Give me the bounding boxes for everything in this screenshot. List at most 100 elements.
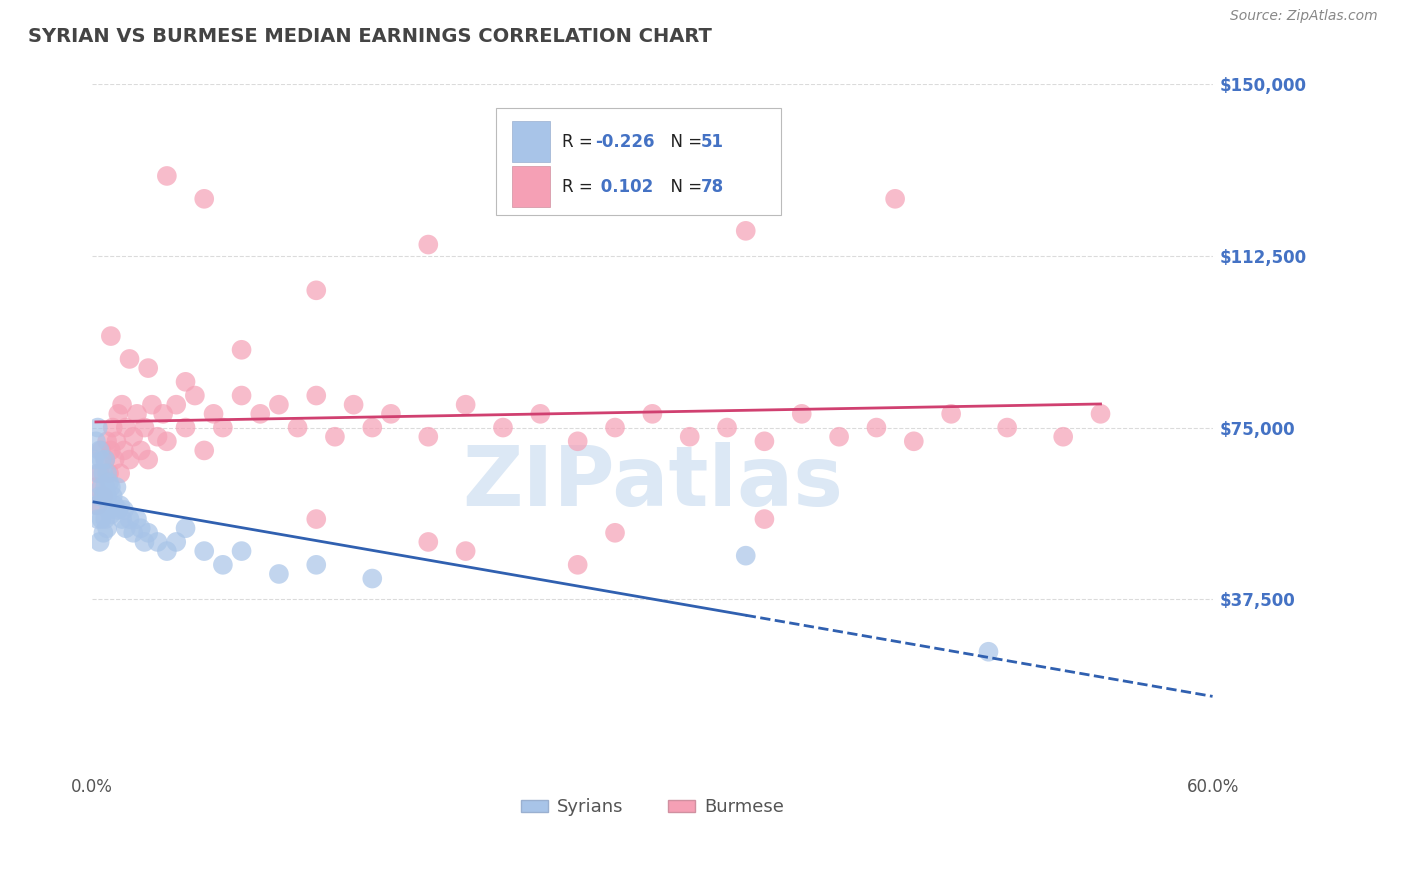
Point: [152, 407, 174, 421]
Point: [129, 443, 152, 458]
Point: [118, 512, 141, 526]
Point: [492, 420, 515, 434]
Text: R =: R =: [561, 133, 598, 151]
Point: [903, 434, 925, 449]
Point: [305, 512, 328, 526]
Point: [118, 351, 141, 366]
Point: [89, 535, 111, 549]
Point: [165, 535, 187, 549]
Point: [212, 420, 235, 434]
Point: [202, 407, 225, 421]
FancyBboxPatch shape: [495, 109, 782, 215]
Point: [94, 512, 117, 526]
Point: [87, 420, 110, 434]
Point: [103, 452, 125, 467]
Point: [716, 420, 738, 434]
Point: [87, 512, 110, 526]
Point: [380, 407, 402, 421]
Point: [156, 169, 179, 183]
Point: [83, 452, 105, 467]
Point: [93, 489, 115, 503]
Point: [103, 499, 125, 513]
Point: [454, 398, 477, 412]
Point: [89, 467, 111, 481]
Point: [96, 467, 118, 481]
Point: [89, 489, 111, 503]
Point: [995, 420, 1018, 434]
Point: [174, 521, 197, 535]
Text: ZIPatlas: ZIPatlas: [463, 442, 842, 523]
Point: [361, 420, 384, 434]
Point: [1090, 407, 1112, 421]
Point: [100, 480, 122, 494]
Point: [93, 489, 115, 503]
Point: [141, 398, 163, 412]
Point: [454, 544, 477, 558]
Point: [93, 525, 115, 540]
Point: [305, 388, 328, 402]
Point: [977, 645, 1000, 659]
Point: [114, 521, 136, 535]
Text: SYRIAN VS BURMESE MEDIAN EARNINGS CORRELATION CHART: SYRIAN VS BURMESE MEDIAN EARNINGS CORREL…: [28, 27, 711, 45]
Legend: Syrians, Burmese: Syrians, Burmese: [513, 791, 792, 823]
Point: [548, 169, 571, 183]
Point: [174, 375, 197, 389]
Point: [323, 430, 346, 444]
Point: [146, 535, 169, 549]
Point: [136, 452, 159, 467]
Point: [418, 430, 440, 444]
Point: [111, 398, 134, 412]
Text: 78: 78: [700, 178, 724, 195]
Point: [156, 434, 179, 449]
Point: [100, 443, 122, 458]
Point: [418, 237, 440, 252]
Text: 0.102: 0.102: [595, 178, 654, 195]
Point: [249, 407, 271, 421]
Point: [134, 535, 156, 549]
Point: [112, 503, 135, 517]
Text: R =: R =: [561, 178, 598, 195]
Point: [156, 544, 179, 558]
Point: [754, 434, 776, 449]
Point: [734, 549, 756, 563]
Point: [361, 572, 384, 586]
Point: [96, 489, 118, 503]
Text: N =: N =: [661, 178, 707, 195]
Point: [111, 512, 134, 526]
Point: [100, 329, 122, 343]
FancyBboxPatch shape: [512, 166, 550, 207]
Point: [98, 475, 121, 490]
Point: [94, 452, 117, 467]
Point: [108, 499, 131, 513]
Point: [96, 434, 118, 449]
Point: [828, 430, 851, 444]
Point: [305, 558, 328, 572]
Point: [94, 452, 117, 467]
Point: [342, 398, 364, 412]
Point: [231, 388, 253, 402]
Point: [679, 430, 702, 444]
Point: [1052, 430, 1074, 444]
FancyBboxPatch shape: [512, 121, 550, 162]
Point: [884, 192, 907, 206]
Point: [107, 407, 129, 421]
Point: [184, 388, 207, 402]
Text: N =: N =: [661, 133, 707, 151]
Point: [134, 420, 156, 434]
Point: [790, 407, 813, 421]
Point: [125, 407, 148, 421]
Point: [193, 443, 215, 458]
Point: [212, 558, 235, 572]
Point: [136, 525, 159, 540]
Point: [641, 407, 664, 421]
Point: [90, 443, 112, 458]
Point: [90, 512, 112, 526]
Point: [603, 525, 626, 540]
Point: [105, 434, 128, 449]
Point: [267, 566, 290, 581]
Point: [100, 508, 122, 522]
Point: [305, 283, 328, 297]
Text: Source: ZipAtlas.com: Source: ZipAtlas.com: [1230, 9, 1378, 23]
Point: [136, 361, 159, 376]
Point: [603, 420, 626, 434]
